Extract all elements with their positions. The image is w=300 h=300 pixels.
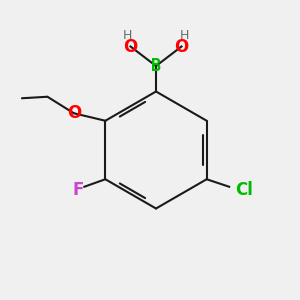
Text: O: O — [174, 38, 189, 56]
Text: H: H — [180, 28, 189, 42]
Text: B: B — [151, 57, 161, 75]
Text: O: O — [67, 104, 81, 122]
Text: F: F — [73, 181, 84, 199]
Text: O: O — [123, 38, 138, 56]
Text: Cl: Cl — [235, 181, 253, 199]
Text: H: H — [123, 28, 132, 42]
